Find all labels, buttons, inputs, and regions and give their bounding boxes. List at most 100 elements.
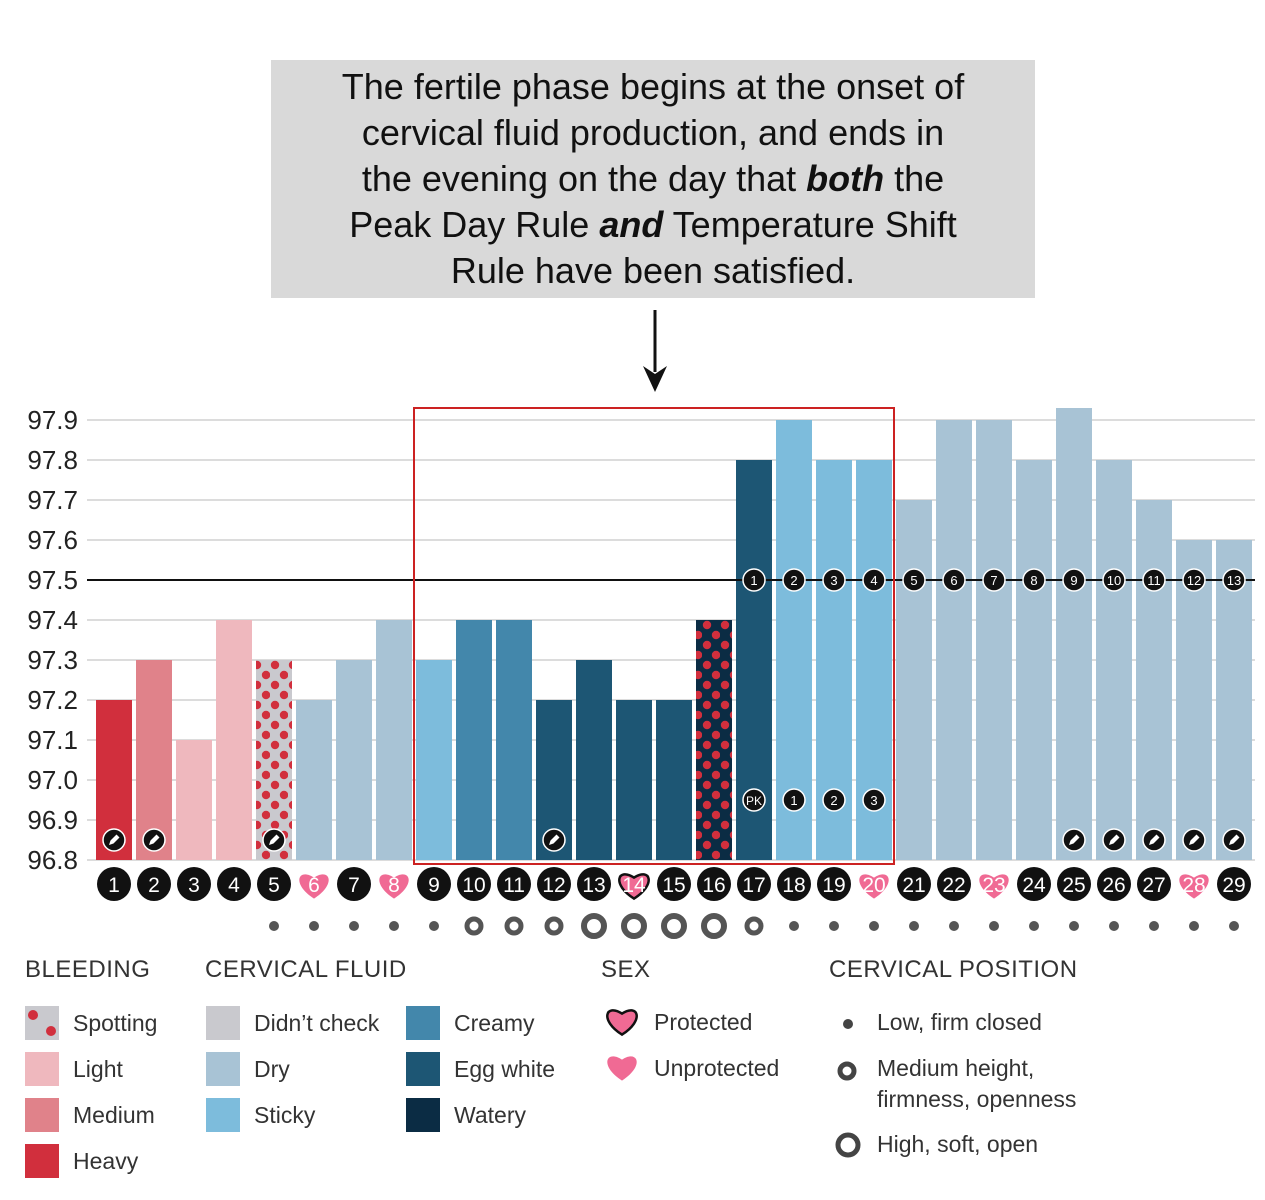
temperature-bar bbox=[776, 420, 812, 860]
temperature-bar bbox=[936, 420, 972, 860]
legend-cervix-high-icon bbox=[835, 1132, 861, 1158]
temp-shift-count-label: 2 bbox=[790, 573, 797, 588]
annotation-line: cervical fluid production, and ends in bbox=[361, 112, 945, 153]
legend-cervix-medium-icon bbox=[837, 1061, 857, 1081]
unprotected-sex-heart-icon bbox=[979, 874, 1009, 899]
day-circle bbox=[97, 867, 131, 901]
y-tick-label: 97.9 bbox=[27, 405, 78, 435]
day-number-label: 7 bbox=[348, 874, 360, 897]
temp-shift-count-marker bbox=[822, 568, 846, 592]
day-number-label: 20 bbox=[862, 874, 885, 897]
temperature-bar bbox=[416, 660, 452, 860]
y-tick-label: 97.4 bbox=[27, 605, 78, 635]
temperature-bar bbox=[136, 660, 172, 860]
temp-shift-count-label: 13 bbox=[1227, 573, 1241, 588]
temperature-bar bbox=[376, 620, 412, 860]
day-circle bbox=[257, 867, 291, 901]
day-circle bbox=[1097, 867, 1131, 901]
y-tick-label: 97.2 bbox=[27, 685, 78, 715]
day-number-label: 9 bbox=[428, 874, 440, 897]
legend-label-bleeding: Heavy bbox=[73, 1148, 139, 1174]
temperature-bar bbox=[976, 420, 1012, 860]
day-number-label: 28 bbox=[1182, 874, 1205, 897]
cervix-low-dot-icon bbox=[349, 921, 359, 931]
legend-label-sex: Protected bbox=[654, 1009, 752, 1035]
temperature-bar bbox=[1216, 540, 1252, 860]
legend-label-cervical-position: firmness, openness bbox=[877, 1086, 1076, 1112]
day-number-label: 16 bbox=[702, 874, 725, 897]
temperature-bar bbox=[1056, 408, 1092, 860]
temperature-bar bbox=[1096, 460, 1132, 860]
day-number-label: 27 bbox=[1142, 874, 1165, 897]
day-circle bbox=[457, 867, 491, 901]
legend-label-cervical-position: Low, firm closed bbox=[877, 1009, 1042, 1035]
day-circle bbox=[657, 867, 691, 901]
cervix-low-dot-icon bbox=[1109, 921, 1119, 931]
temp-shift-count-label: 5 bbox=[910, 573, 917, 588]
day-number-label: 11 bbox=[503, 874, 525, 897]
cervix-low-dot-icon bbox=[269, 921, 279, 931]
cervix-low-dot-icon bbox=[789, 921, 799, 931]
day-number-label: 17 bbox=[742, 874, 765, 897]
y-tick-label: 97.1 bbox=[27, 725, 78, 755]
peak-count-label: 2 bbox=[830, 793, 837, 808]
cervix-low-dot-icon bbox=[829, 921, 839, 931]
y-tick-label: 97.7 bbox=[27, 485, 78, 515]
pencil-shape bbox=[109, 834, 120, 845]
day-number-label: 5 bbox=[268, 874, 280, 897]
cervix-high-ring-icon bbox=[701, 913, 727, 939]
legend-title-sex: SEX bbox=[601, 956, 651, 983]
spot-dot bbox=[46, 1026, 56, 1036]
cervix-low-dot-icon bbox=[869, 921, 879, 931]
day-circle bbox=[417, 867, 451, 901]
temperature-bar bbox=[336, 660, 372, 860]
legend-swatch-cervical-fluid bbox=[406, 1052, 440, 1086]
peak-count-marker bbox=[742, 788, 766, 812]
pencil-shape bbox=[1189, 834, 1200, 845]
temp-shift-count-label: 7 bbox=[990, 573, 997, 588]
temperature-bar bbox=[576, 660, 612, 860]
legend-swatch-bleeding bbox=[25, 1098, 59, 1132]
legend-label-bleeding: Spotting bbox=[73, 1010, 157, 1036]
legend-label-cervical-position: Medium height, bbox=[877, 1055, 1034, 1081]
cervix-high-ring-icon bbox=[661, 913, 687, 939]
temp-shift-count-marker bbox=[782, 568, 806, 592]
cervix-low-dot-icon bbox=[1149, 921, 1159, 931]
cervix-medium-ring-icon bbox=[504, 916, 524, 936]
temp-shift-count-marker bbox=[1022, 568, 1046, 592]
cervix-low-dot-icon bbox=[429, 921, 439, 931]
day-circle bbox=[1057, 867, 1091, 901]
pencil-shape bbox=[1109, 834, 1120, 845]
day-number-label: 8 bbox=[388, 874, 400, 897]
cervix-medium-ring-icon bbox=[464, 916, 484, 936]
day-circle bbox=[777, 867, 811, 901]
cervix-low-dot-icon bbox=[909, 921, 919, 931]
day-number-label: 26 bbox=[1102, 874, 1125, 897]
day-circle bbox=[137, 867, 171, 901]
peak-count-marker bbox=[862, 788, 886, 812]
day-number-label: 15 bbox=[662, 874, 685, 897]
day-number-label: 19 bbox=[822, 874, 845, 897]
annotation-emphasis: both bbox=[806, 158, 885, 199]
cervix-low-dot-icon bbox=[309, 921, 319, 931]
y-tick-label: 97.0 bbox=[27, 765, 78, 795]
legend-cervix-low-icon bbox=[843, 1019, 853, 1029]
legend-title-bleeding: BLEEDING bbox=[25, 956, 151, 983]
day-number-label: 21 bbox=[902, 874, 925, 897]
temp-shift-count-marker bbox=[942, 568, 966, 592]
day-number-label: 4 bbox=[228, 874, 240, 897]
annotation-emphasis: and bbox=[599, 204, 664, 245]
legend-swatch-cervical-fluid bbox=[206, 1098, 240, 1132]
unprotected-sex-heart-icon bbox=[299, 874, 329, 899]
peak-count-marker bbox=[822, 788, 846, 812]
day-circle bbox=[497, 867, 531, 901]
temp-shift-count-marker bbox=[1182, 568, 1206, 592]
day-number-label: 29 bbox=[1222, 874, 1245, 897]
temp-shift-count-marker bbox=[1062, 568, 1086, 592]
day-number-label: 24 bbox=[1022, 874, 1046, 897]
y-tick-label: 97.6 bbox=[27, 525, 78, 555]
day-circle bbox=[577, 867, 611, 901]
temperature-bar bbox=[296, 700, 332, 860]
annotation-line: Rule have been satisfied. bbox=[450, 250, 856, 291]
day-number-label: 3 bbox=[188, 874, 200, 897]
